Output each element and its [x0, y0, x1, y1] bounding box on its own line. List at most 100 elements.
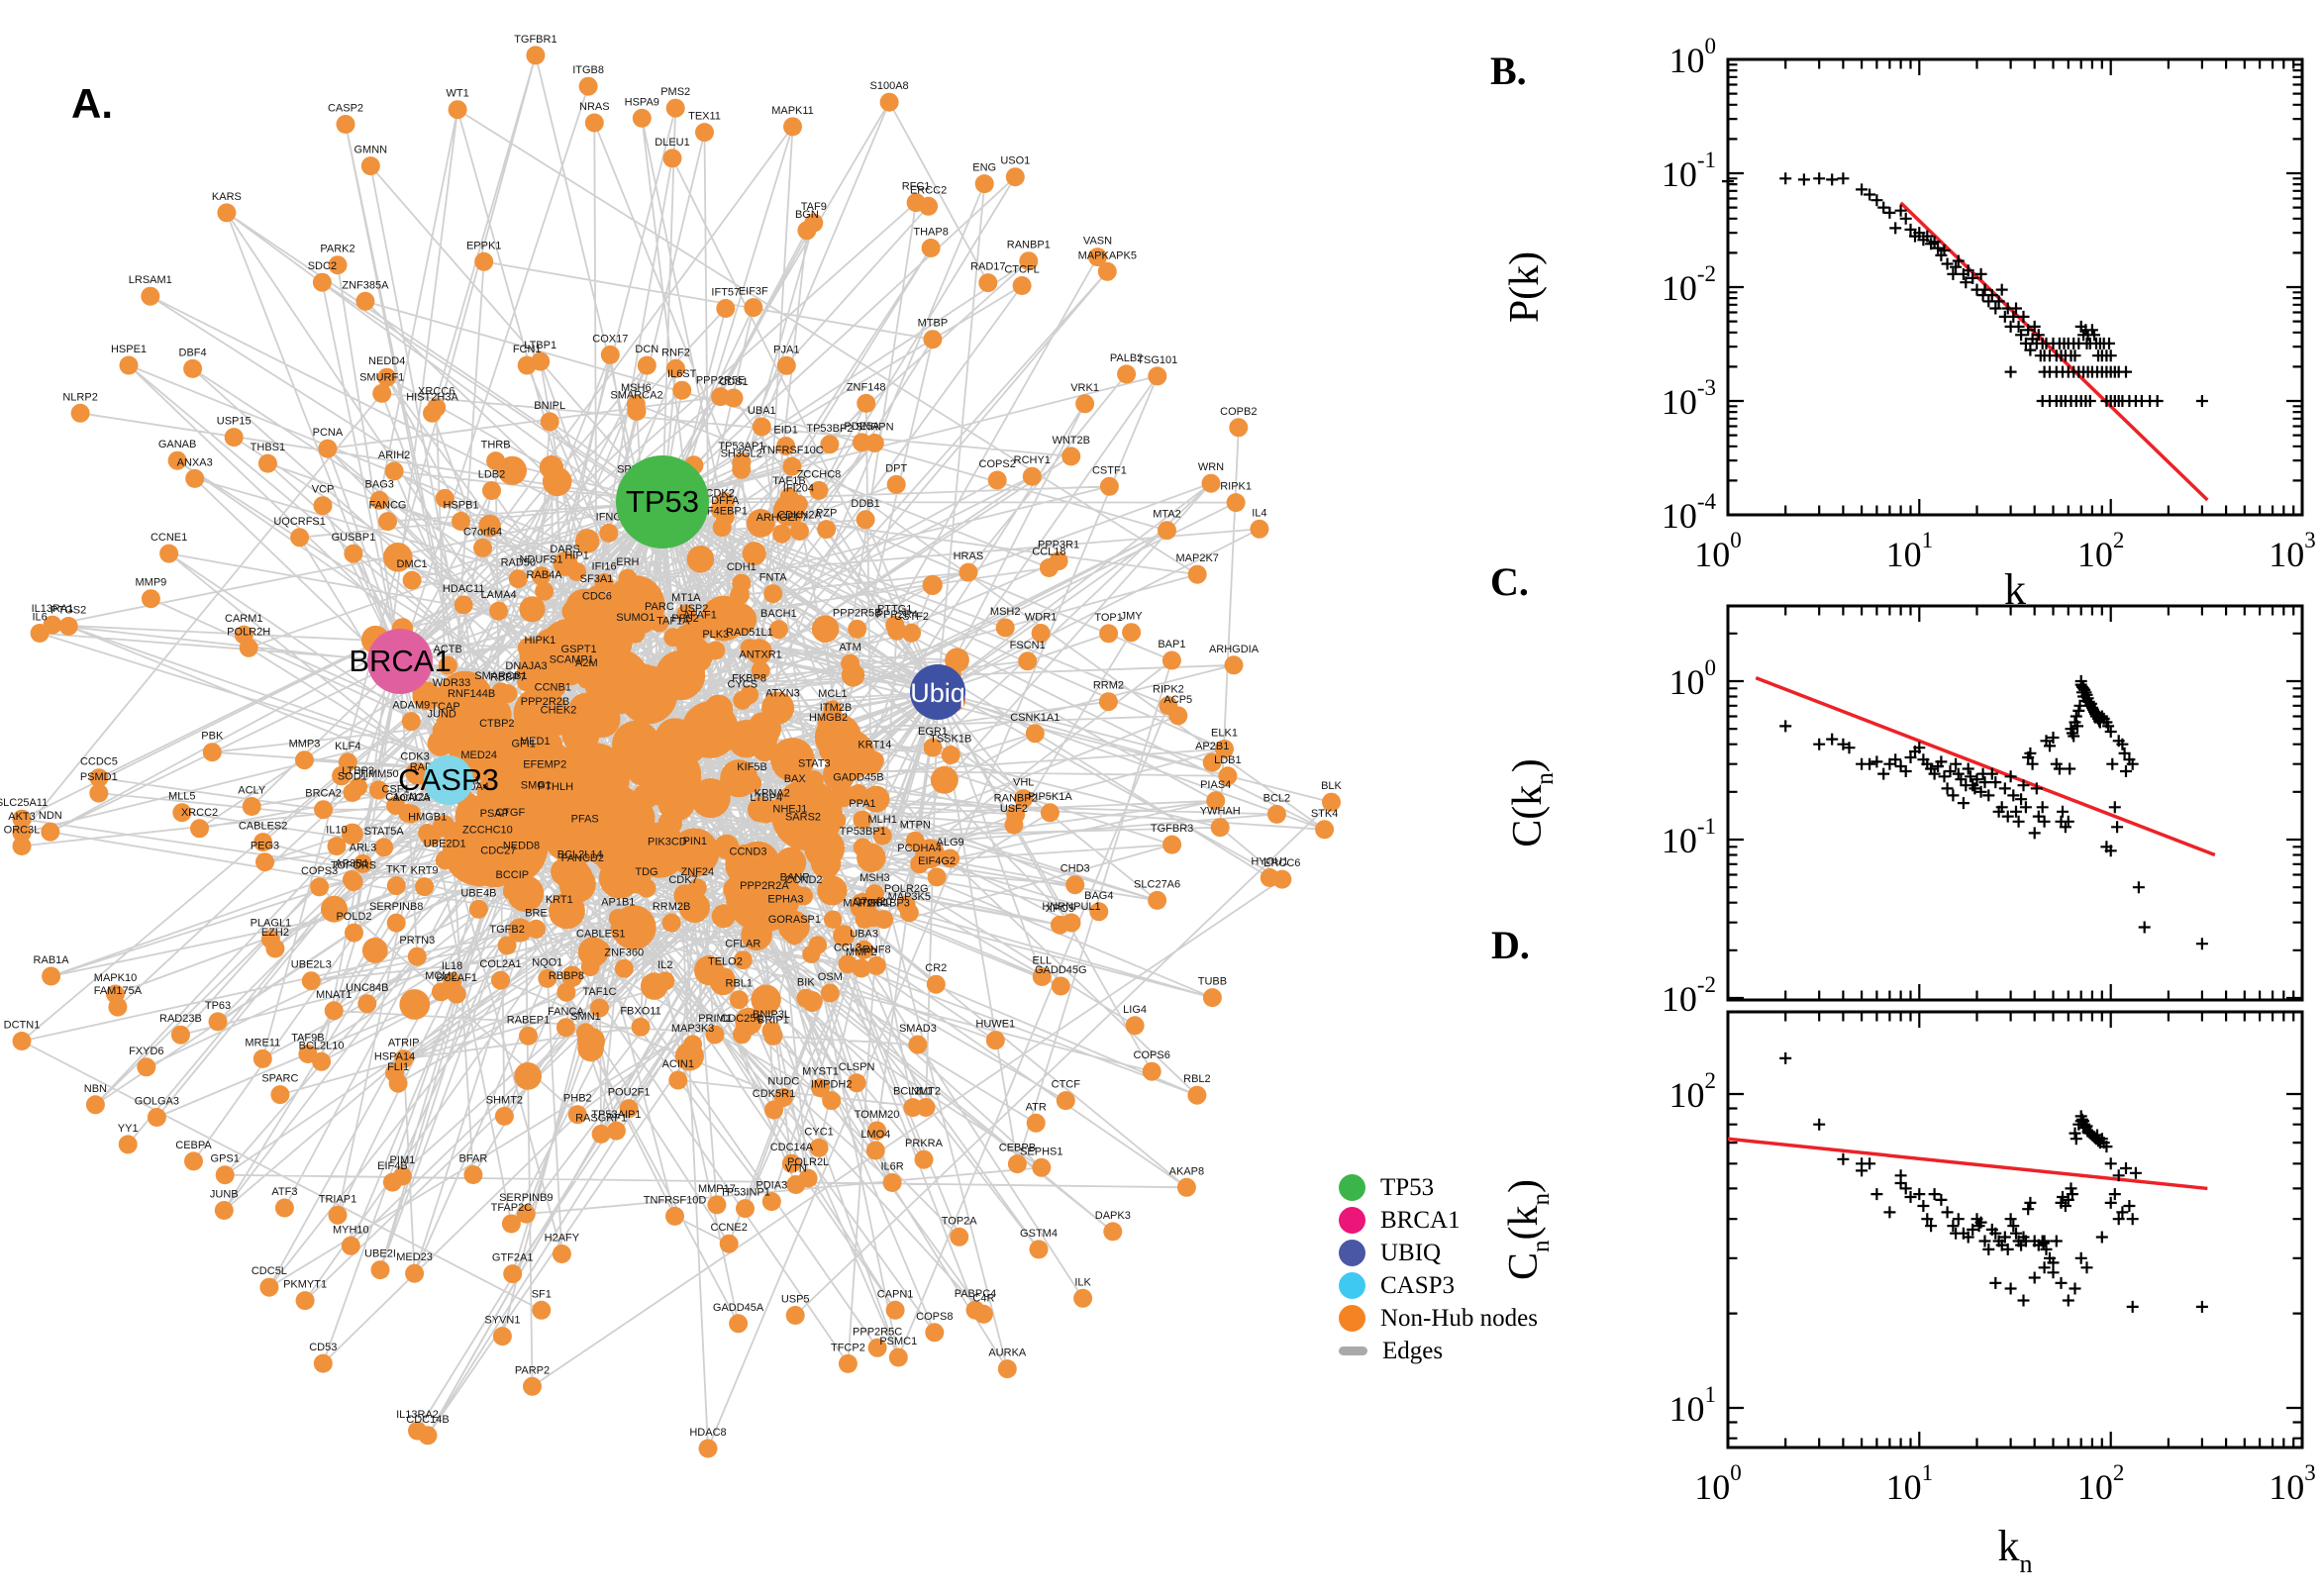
- network-node: [1168, 706, 1188, 726]
- network-node: [908, 1035, 928, 1054]
- network-node-label: TP53AIP1: [591, 1109, 641, 1121]
- network-node-label: CDKN2A: [777, 510, 822, 522]
- network-node: [517, 672, 536, 692]
- network-node: [606, 1121, 626, 1141]
- network-node-label: EPHA3: [767, 893, 803, 905]
- network-node-label: DPT: [885, 462, 907, 474]
- network-node-label: MTA2: [1153, 509, 1181, 521]
- network-node-label: BCL2L1: [893, 1086, 933, 1098]
- network-node: [1142, 1061, 1162, 1081]
- hub-tp53: [616, 455, 709, 549]
- network-node-label: XRCC6: [418, 386, 454, 398]
- network-node-label: ACP5: [1163, 694, 1192, 706]
- network-node: [384, 461, 404, 481]
- network-core-node: [690, 778, 731, 819]
- network-node-label: CABLES2: [239, 821, 288, 833]
- network-node: [847, 1073, 866, 1093]
- network-node: [443, 972, 462, 992]
- network-node: [711, 387, 731, 407]
- network-node: [215, 1165, 235, 1185]
- network-node: [253, 833, 273, 852]
- network-node: [392, 1166, 412, 1186]
- network-node-label: ARHGEF7: [757, 512, 808, 524]
- network-node-label: RFC1: [902, 181, 931, 193]
- network-node-label: BLK: [1321, 780, 1342, 792]
- network-node: [910, 854, 930, 874]
- network-core-node: [478, 514, 501, 538]
- legend-item-non-hub-nodes: Non-Hub nodes: [1339, 1302, 1538, 1335]
- network-node: [729, 1314, 749, 1334]
- network-node-label: PFS2: [671, 613, 699, 625]
- network-node: [502, 881, 522, 901]
- network-node: [618, 568, 638, 588]
- network-node: [822, 1091, 842, 1111]
- network-node: [313, 496, 333, 516]
- network-node: [925, 1323, 945, 1343]
- network-node-label: CFLAR: [725, 939, 760, 950]
- network-node: [405, 1263, 425, 1283]
- network-node-label: ENG: [972, 162, 996, 174]
- network-node: [838, 1353, 858, 1373]
- network-node: [546, 793, 565, 813]
- brca1-node-icon: [1339, 1207, 1365, 1234]
- network-node: [740, 685, 759, 705]
- network-node: [489, 601, 509, 621]
- network-node: [1022, 466, 1042, 486]
- network-node-label: ARIH2: [378, 449, 410, 461]
- network-node-label: UNC84B: [346, 982, 388, 994]
- network-node-label: WT1: [446, 88, 468, 100]
- network-node-label: TOP2A: [942, 1215, 978, 1227]
- network-node-label: RRM2B: [653, 901, 691, 913]
- network-node-label: ARL3: [350, 842, 377, 853]
- network-node-label: CDC14B: [406, 1414, 449, 1426]
- network-node: [978, 273, 998, 293]
- network-node-label: SDC2: [308, 260, 337, 272]
- network-node-label: RANBP2: [994, 793, 1038, 805]
- network-node: [259, 1277, 279, 1297]
- network-node-label: TUBB: [1198, 976, 1227, 988]
- axis-ticks: [1726, 1012, 2304, 1447]
- network-node-label: PSMD1: [80, 771, 118, 783]
- network-node: [118, 1135, 138, 1154]
- network-node-label: TKT: [386, 864, 407, 876]
- network-node: [599, 523, 619, 543]
- network-node: [668, 1070, 688, 1090]
- network-node: [1032, 1157, 1052, 1177]
- network-node-label: PLAGL1: [251, 918, 292, 930]
- network-node: [141, 589, 160, 609]
- network-node: [310, 877, 330, 897]
- network-node-label: VRK1: [1070, 382, 1099, 394]
- network-node-label: SH3GL2: [721, 448, 762, 459]
- network-node-label: MED23: [396, 1251, 433, 1263]
- network-node-label: IFI204: [783, 482, 814, 494]
- network-node: [1056, 1091, 1075, 1111]
- network-node-label: RAD50: [501, 557, 536, 569]
- legend-item-brca1: BRCA1: [1339, 1204, 1538, 1237]
- network-node-label: CTGF: [495, 807, 525, 819]
- network-node: [484, 820, 504, 840]
- network-node: [796, 988, 816, 1008]
- network-node: [461, 700, 481, 720]
- network-node: [757, 804, 776, 824]
- network-node-label: BAG3: [365, 478, 394, 490]
- network-node-label: BFAR: [459, 1153, 488, 1165]
- network-core-node: [594, 670, 623, 698]
- network-node: [626, 624, 646, 644]
- network-node: [418, 824, 438, 843]
- network-node: [705, 1025, 725, 1045]
- network-node: [864, 750, 884, 770]
- network-node-label: ELL: [1033, 955, 1053, 967]
- network-node-label: PARK2: [320, 244, 354, 255]
- network-node-label: HSPE1: [111, 344, 147, 355]
- network-node: [167, 450, 187, 470]
- network-node: [882, 1173, 902, 1192]
- network-node-label: SERPINB9: [499, 1192, 553, 1204]
- network-node-label: IL13RA2: [396, 1409, 439, 1421]
- network-node: [1073, 1288, 1093, 1308]
- network-node-label: CCL3: [834, 943, 861, 954]
- network-node: [423, 403, 442, 423]
- network-node: [1018, 651, 1038, 671]
- network-node-label: KRT9: [411, 865, 439, 877]
- network-node: [532, 566, 551, 586]
- network-node-label: MLL5: [168, 791, 196, 803]
